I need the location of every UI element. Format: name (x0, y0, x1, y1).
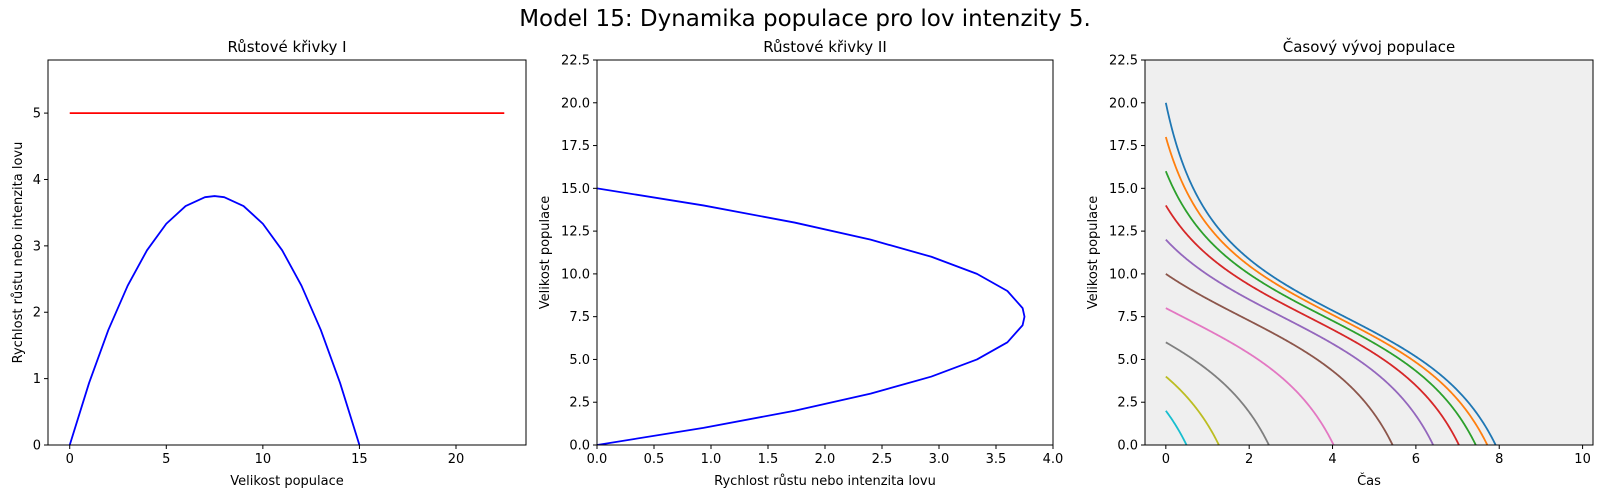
plot-frame (47, 59, 527, 446)
y-tick-label: 22.5 (1109, 54, 1138, 69)
series-line-1 (597, 187, 1026, 445)
y-tick-label: 10.0 (561, 267, 590, 282)
x-tick-label: 10 (255, 452, 272, 467)
y-tick-label: 3 (33, 239, 41, 254)
y-tick-label: 0.0 (1117, 439, 1138, 454)
y-tick-label: 0 (33, 439, 41, 454)
y-tick-label: 15.0 (1109, 182, 1138, 197)
x-tick-label: 1.5 (758, 452, 779, 467)
series-line-10 (1165, 410, 1188, 445)
y-tick-label: 5.0 (569, 353, 590, 368)
x-tick-label: 2 (1245, 452, 1253, 467)
y-tick-label: 7.5 (569, 310, 590, 325)
y-tick-label: 15.0 (561, 182, 590, 197)
x-tick-label: 0 (1162, 452, 1170, 467)
y-tick-label: 5.0 (1117, 353, 1138, 368)
x-tick-label: 5 (162, 452, 170, 467)
y-tick-label: 20.0 (1109, 96, 1138, 111)
x-axis-label: Rychlost růstu nebo intenzita lovu (714, 474, 936, 489)
y-tick-label: 0.0 (569, 439, 590, 454)
x-tick-label: 1.0 (701, 452, 722, 467)
series-line-1 (68, 195, 361, 445)
plot-area (597, 60, 1053, 445)
x-tick-label: 10 (1574, 452, 1591, 467)
series-line-7 (1165, 307, 1335, 445)
series-group (1164, 102, 1497, 445)
series-line-8 (1165, 341, 1270, 445)
plot-area (1145, 60, 1593, 445)
plot-area (48, 60, 526, 445)
series-group (68, 112, 505, 445)
y-axis-label: Velikost populace (1086, 196, 1101, 310)
y-tick-label: 22.5 (561, 54, 590, 69)
series-line-6 (1165, 273, 1394, 445)
series-line-1 (1164, 102, 1497, 445)
x-tick-label: 3.5 (986, 452, 1007, 467)
series-group (597, 187, 1026, 445)
y-tick-label: 7.5 (1117, 310, 1138, 325)
y-tick-label: 4 (33, 173, 41, 188)
x-tick-label: 4.0 (1043, 452, 1064, 467)
series-line-3 (1165, 170, 1477, 445)
chart-panel-2: 0.0 0.5 1.0 1.5 2.0 2.5 3.0 3.5 4.0 0.0 2.5 5.0 7.5 1… (538, 38, 1063, 489)
y-tick-label: 2 (33, 306, 41, 321)
x-tick-label: 20 (448, 452, 465, 467)
y-tick-label: 20.0 (561, 96, 590, 111)
y-axis-label: Rychlost růstu nebo intenzita lovu (11, 142, 26, 364)
x-tick-label: 4 (1328, 452, 1336, 467)
y-tick-label: 2.5 (1117, 396, 1138, 411)
chart-panel-3: 0 2 4 6 8 10 0.0 2.5 5.0 7.5 10.0 12.5 15.0 17.5 20.0 2… (1086, 37, 1594, 489)
figure-title: Model 15: Dynamika populace pro lov inte… (519, 6, 1091, 32)
x-tick-label: 8 (1495, 452, 1503, 467)
chart-panel-1: 0 5 10 15 20 0 1 2 3 4 5 Růstové křivky I Velikost p… (11, 38, 527, 489)
x-axis-label: Velikost populace (230, 474, 344, 489)
x-tick-label: 15 (351, 452, 368, 467)
x-axis-label: Čas (1357, 473, 1381, 489)
series-line-9 (1165, 375, 1220, 445)
y-tick-label: 12.5 (561, 225, 590, 240)
x-tick-label: 6 (1412, 452, 1420, 467)
y-tick-label: 5 (33, 107, 41, 122)
y-tick-label: 12.5 (1109, 225, 1138, 240)
y-tick-label: 17.5 (561, 139, 590, 154)
y-tick-label: 1 (33, 372, 41, 387)
y-axis-label: Velikost populace (538, 196, 553, 310)
x-tick-label: 3.0 (929, 452, 950, 467)
x-tick-label: 0.0 (587, 452, 608, 467)
plot-frame (1144, 59, 1594, 446)
series-line-2 (1164, 136, 1489, 445)
x-tick-label: 2.0 (815, 452, 836, 467)
y-tick-label: 17.5 (1109, 139, 1138, 154)
x-tick-label: 0 (66, 452, 74, 467)
chart-title: Časový vývoj populace (1283, 37, 1456, 56)
y-tick-label: 10.0 (1109, 267, 1138, 282)
y-tick-label: 2.5 (569, 396, 590, 411)
x-tick-label: 0.5 (644, 452, 665, 467)
chart-title: Růstové křivky II (763, 38, 887, 56)
x-tick-label: 2.5 (872, 452, 893, 467)
series-line-5 (1165, 239, 1434, 445)
chart-title: Růstové křivky I (227, 38, 346, 56)
series-line-4 (1165, 204, 1460, 445)
